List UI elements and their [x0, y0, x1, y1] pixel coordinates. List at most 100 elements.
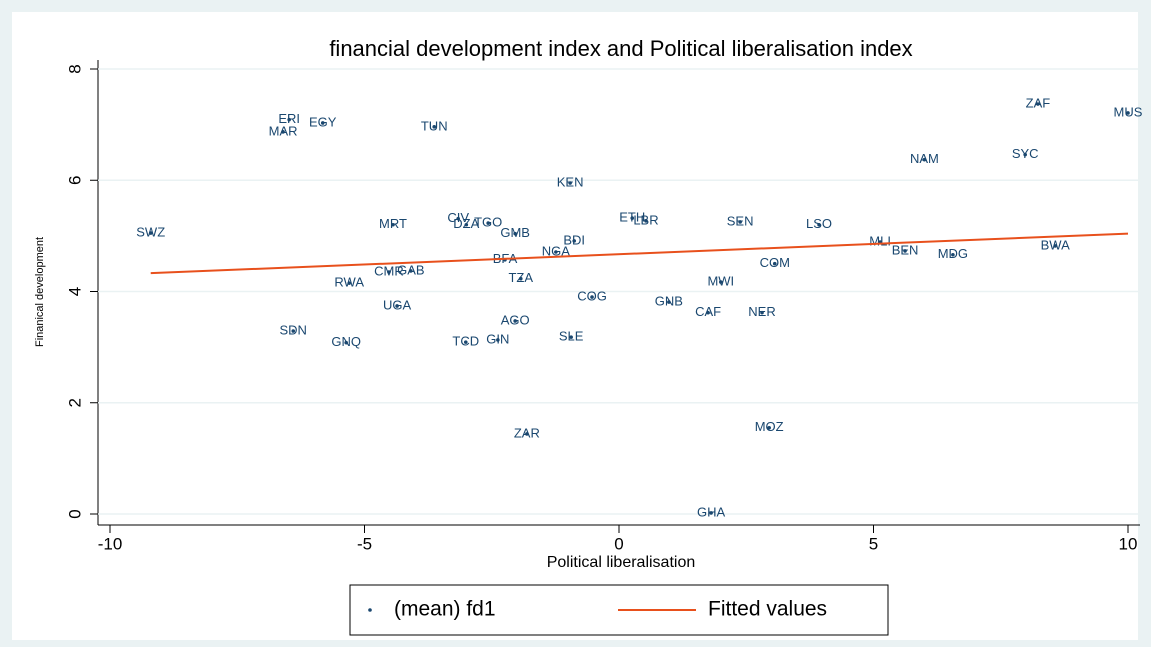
point-label: SLE [559, 329, 584, 344]
point [644, 219, 648, 223]
point-label: MRT [379, 216, 407, 231]
y-tick-label: 6 [65, 176, 84, 185]
point [347, 281, 352, 285]
point [569, 335, 573, 339]
point [719, 280, 723, 284]
point-label: GMB [500, 225, 530, 240]
point-label: DZA [453, 216, 479, 231]
point [409, 269, 413, 273]
point [630, 216, 635, 220]
point [395, 304, 399, 308]
point-label: MOZ [755, 419, 784, 434]
point-label: KEN [557, 174, 584, 189]
point-label: COM [760, 255, 790, 270]
x-axis-label: Political liberalisation [547, 554, 696, 571]
point-label: GAB [397, 262, 424, 277]
point-label: MAR [269, 123, 298, 138]
point [387, 270, 391, 274]
point-label: NER [748, 304, 775, 319]
point [287, 117, 291, 122]
point [817, 222, 821, 227]
point [951, 252, 955, 257]
legend-label: (mean) fd1 [394, 598, 496, 621]
point-label: SEN [727, 213, 754, 228]
x-tick-label: -10 [98, 534, 123, 553]
point-label: BDI [563, 232, 585, 247]
point [1036, 102, 1040, 106]
point [513, 319, 517, 323]
point [281, 130, 285, 134]
point-label: CMR [374, 263, 404, 278]
point-label: NAM [910, 151, 939, 166]
point [525, 432, 529, 436]
point [1023, 152, 1027, 157]
x-tick-label: 0 [614, 534, 623, 553]
plot-background [12, 12, 1138, 640]
point [456, 216, 460, 221]
point [391, 222, 395, 227]
point-label: EGY [309, 114, 337, 129]
x-tick-label: -5 [357, 534, 372, 553]
x-tick-label: 5 [869, 534, 878, 553]
point-label: RWA [334, 275, 364, 290]
point [709, 511, 713, 515]
point-label: TGO [474, 215, 502, 230]
point-label: ERI [278, 111, 300, 126]
point-label: AGO [501, 312, 530, 327]
point [922, 157, 927, 162]
point [1053, 244, 1058, 248]
y-tick-label: 0 [65, 509, 84, 518]
point-label: UGA [383, 297, 412, 312]
point [903, 249, 907, 253]
point-label: TUN [421, 118, 448, 133]
y-tick-label: 8 [65, 64, 84, 73]
point-label: TCD [452, 334, 479, 349]
point [572, 239, 577, 243]
point-label: ETH [619, 210, 645, 225]
point [667, 300, 671, 304]
point-label: CAF [695, 304, 721, 319]
point [554, 250, 558, 254]
point [706, 310, 710, 315]
point [464, 222, 469, 227]
point [432, 125, 437, 129]
point [513, 231, 517, 236]
legend-label: Fitted values [708, 598, 827, 621]
point [148, 231, 153, 235]
point-label: LSO [806, 216, 832, 231]
point-label: MLI [869, 233, 891, 248]
chart-title: financial development index and Politica… [329, 36, 912, 61]
legend-swatch [368, 608, 372, 612]
x-tick-label: 10 [1119, 534, 1138, 553]
point-label: CIV [447, 210, 469, 225]
point-label: NGA [542, 243, 571, 258]
point [496, 338, 500, 342]
point [486, 221, 490, 225]
point-label: BEN [892, 242, 919, 257]
point [518, 276, 523, 281]
point-label: GIN [486, 331, 509, 346]
point-label: TZA [508, 270, 533, 285]
point-label: MDG [938, 246, 968, 261]
point-label: ZAR [514, 425, 540, 440]
point-label: SWZ [136, 225, 165, 240]
point-label: ZAF [1026, 95, 1051, 110]
point-label: LBR [633, 212, 658, 227]
fitted-line [150, 232, 1129, 275]
point-label: MWI [707, 273, 734, 288]
point-label: GHA [697, 504, 726, 519]
point [772, 261, 777, 266]
point [590, 295, 594, 299]
point [320, 121, 325, 125]
point-label: SYC [1012, 146, 1039, 161]
point [344, 340, 348, 345]
y-tick-label: 2 [65, 398, 84, 407]
point [767, 425, 771, 430]
point [463, 340, 468, 344]
point [738, 220, 742, 224]
point [291, 329, 296, 333]
point-label: SDN [280, 322, 307, 337]
point-label: GNB [655, 294, 683, 309]
point-label: GNQ [331, 334, 361, 349]
